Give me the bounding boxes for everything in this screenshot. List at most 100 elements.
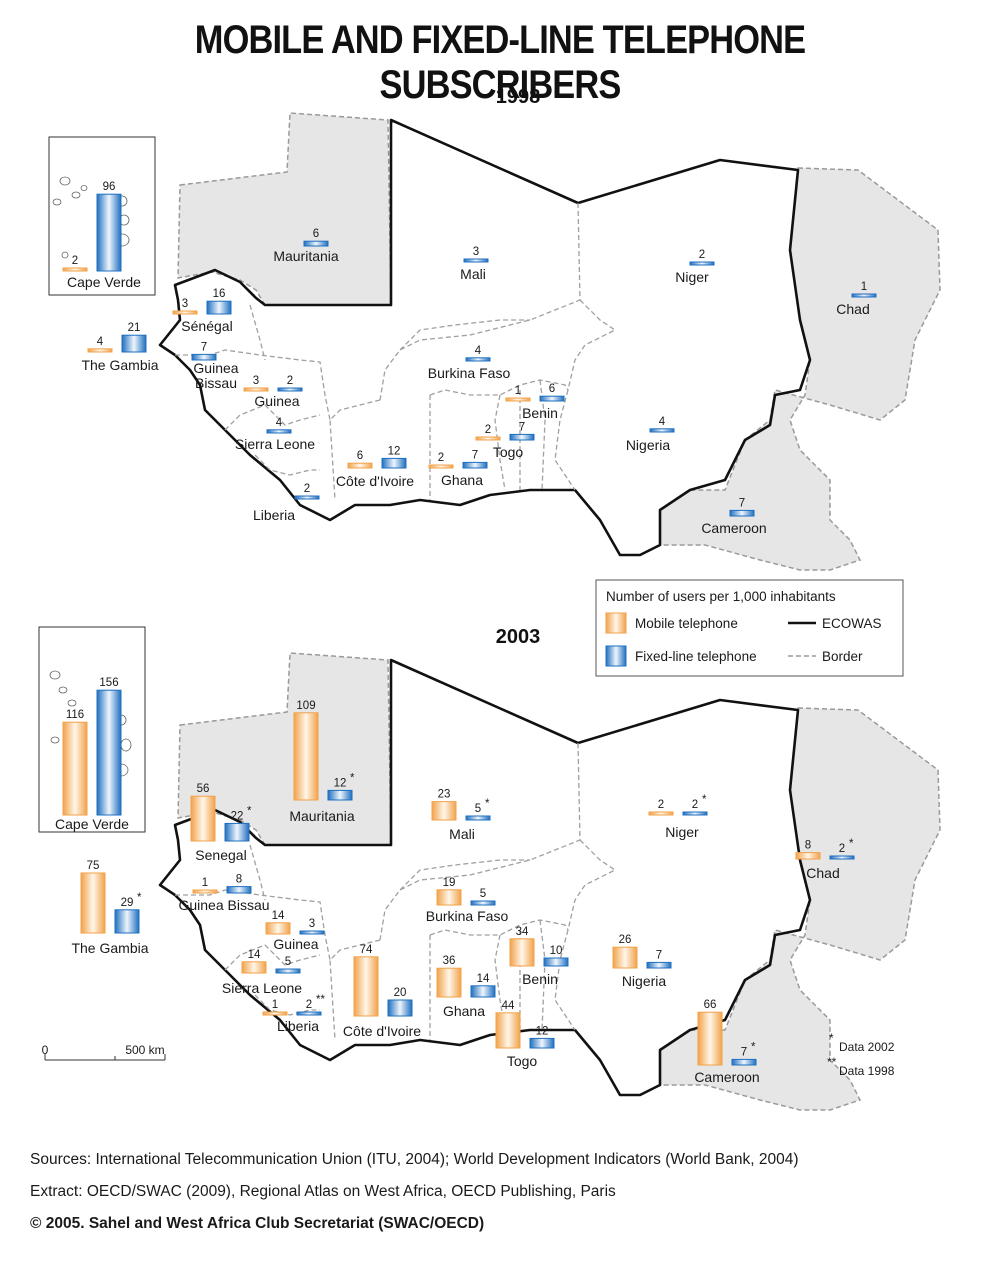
fixed-value-nigeria-1998: 4 (659, 416, 666, 428)
country-label-nigeria-2003: Nigeria (622, 973, 667, 989)
mobile-value-cape-verde-2003: 116 (66, 709, 84, 721)
scale-zero: 0 (42, 1043, 49, 1057)
fixed-bar-cape-verde-2003 (96, 689, 122, 816)
footer-copyright: © 2005. Sahel and West Africa Club Secre… (30, 1215, 485, 1232)
fixed-bar-mali-1998 (463, 258, 489, 263)
mobile-value-sierra-leone-2003: 14 (248, 949, 261, 961)
country-label-mauritania-1998: Mauritania (273, 248, 339, 264)
country-label-ghana-1998: Ghana (441, 472, 483, 488)
fixed-note-mali-2003: * (485, 798, 490, 810)
fixed-value-cameroon-2003: 7 (741, 1046, 747, 1058)
year-label-1998: 1998 (496, 86, 541, 108)
mobile-value-c-te-d-ivoire-1998: 6 (357, 450, 363, 462)
mobile-value-togo-2003: 44 (502, 1000, 515, 1012)
mobile-bar-c-te-d-ivoire-2003 (353, 956, 379, 1017)
fixed-value-guinea-1998: 2 (287, 375, 293, 387)
fixed-bar-senegal-2003 (224, 822, 250, 842)
fixed-value-niger-2003: 2 (692, 799, 698, 811)
country-label-mali-1998: Mali (460, 266, 486, 282)
legend-fixed-swatch (605, 645, 627, 667)
fixed-value-chad-1998: 1 (861, 281, 867, 293)
country-label-niger-1998: Niger (675, 269, 709, 285)
legend-title: Number of users per 1,000 inhabitants (606, 589, 836, 604)
note-data-1998: Data 1998 (839, 1064, 895, 1078)
fixed-value-senegal-1998: 16 (213, 288, 226, 300)
mobile-value-burkina-faso-2003: 19 (443, 877, 456, 889)
fixed-bar-cape-verde-1998 (96, 193, 122, 272)
fixed-note-senegal-2003: * (247, 805, 252, 817)
legend-border-label: Border (822, 649, 863, 664)
fixed-value-guinea-bissau-2003: 8 (236, 874, 242, 886)
fixed-bar-nigeria-2003 (646, 961, 672, 969)
country-label-cameroon-1998: Cameroon (701, 520, 766, 536)
footer-sources: Sources: International Telecommunication… (30, 1151, 799, 1168)
fixed-value-the-gambia-2003: 29 (121, 897, 134, 909)
mobile-value-cape-verde-1998: 2 (72, 255, 78, 267)
fixed-value-liberia-2003: 2 (306, 999, 312, 1011)
mobile-value-niger-2003: 2 (658, 799, 664, 811)
mobile-bar-guinea-bissau-2003 (192, 889, 218, 894)
legend-fixed-label: Fixed-line telephone (635, 649, 757, 664)
fixed-bar-guinea-2003 (299, 930, 325, 935)
mobile-bar-mali-2003 (431, 801, 457, 821)
mobile-value-ghana-1998: 2 (438, 452, 444, 464)
fixed-value-nigeria-2003: 7 (656, 949, 662, 961)
note-data-2002: Data 2002 (839, 1040, 895, 1054)
svg-text:**: ** (827, 1055, 837, 1069)
mobile-value-benin-2003: 34 (516, 926, 529, 938)
footer-extract: Extract: OECD/SWAC (2009), Regional Atla… (30, 1183, 616, 1200)
mobile-bar-togo-2003 (495, 1012, 521, 1049)
legend-ecowas-label: ECOWAS (822, 616, 882, 631)
mobile-bar-guinea-2003 (265, 922, 291, 935)
fixed-bar-burkina-faso-1998 (465, 357, 491, 362)
legend: Number of users per 1,000 inhabitants Mo… (595, 579, 904, 677)
country-label-guinea-bissau-2003: Guinea Bissau (178, 897, 269, 913)
fixed-bar-togo-1998 (509, 433, 535, 441)
country-label-burkina-faso-1998: Burkina Faso (428, 365, 511, 381)
mobile-bar-the-gambia-1998 (87, 348, 113, 353)
fixed-value-ghana-1998: 7 (472, 449, 478, 461)
country-label-benin-2003: Benin (522, 971, 558, 987)
mobile-bar-the-gambia-2003 (80, 872, 106, 934)
country-label-ghana-2003: Ghana (443, 1003, 485, 1019)
country-label-mauritania-2003: Mauritania (289, 808, 355, 824)
legend-mobile-swatch (605, 612, 627, 634)
mobile-bar-c-te-d-ivoire-1998 (347, 462, 373, 469)
mobile-value-nigeria-2003: 26 (619, 934, 632, 946)
country-label-guinea-bissau-1998-0: Guinea (193, 360, 238, 376)
mobile-value-guinea-2003: 14 (272, 910, 285, 922)
mobile-bar-chad-2003 (795, 852, 821, 860)
fixed-value-ghana-2003: 14 (477, 973, 490, 985)
mobile-value-ghana-2003: 36 (443, 955, 456, 967)
fixed-value-cape-verde-2003: 156 (99, 677, 118, 689)
fixed-value-cameroon-1998: 7 (739, 497, 745, 509)
mobile-bar-burkina-faso-2003 (436, 889, 462, 906)
mobile-bar-liberia-2003 (262, 1011, 288, 1016)
mobile-bar-ghana-2003 (436, 967, 462, 998)
fixed-bar-niger-1998 (689, 261, 715, 266)
fixed-bar-togo-2003 (529, 1037, 555, 1049)
country-label-guinea-1998: Guinea (254, 393, 299, 409)
year-label-2003: 2003 (496, 626, 541, 648)
fixed-bar-sierra-leone-1998 (266, 429, 292, 434)
mobile-value-mauritania-2003: 109 (296, 700, 315, 712)
country-label-cape-verde-1998: Cape Verde (67, 274, 141, 290)
fixed-bar-the-gambia-1998 (121, 334, 147, 353)
fixed-value-benin-2003: 10 (550, 945, 563, 957)
mobile-bar-niger-2003 (648, 811, 674, 816)
fixed-bar-ghana-2003 (470, 985, 496, 998)
fixed-bar-ghana-1998 (462, 461, 488, 469)
cape-verde-inset-2003 (38, 626, 146, 833)
country-label-guinea-bissau-1998-1: Bissau (195, 375, 237, 391)
fixed-value-senegal-2003: 22 (231, 810, 244, 822)
country-label-cameroon-2003: Cameroon (694, 1069, 759, 1085)
bar-group-1998: 2 96 Cape Verde 6 Mauritania 3 Mali 2 Niger 1 Chad… (62, 181, 877, 536)
scale-bar: 0 500 km (42, 1043, 166, 1061)
fixed-value-niger-1998: 2 (699, 249, 705, 261)
fixed-note-liberia-2003: ** (316, 994, 325, 1006)
fixed-bar-c-te-d-ivoire-2003 (387, 999, 413, 1017)
country-label-c-te-d-ivoire-2003: Côte d'Ivoire (343, 1023, 421, 1039)
fixed-bar-chad-1998 (851, 293, 877, 298)
fixed-bar-c-te-d-ivoire-1998 (381, 457, 407, 469)
